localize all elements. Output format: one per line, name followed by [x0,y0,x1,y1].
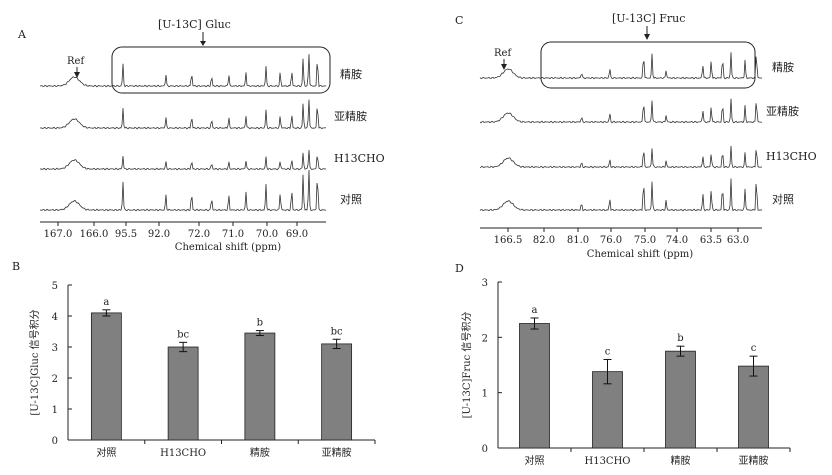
panel-a-x-tick-label: 72.0 [188,229,210,240]
panel-d-y-tick-label: 2 [482,333,488,344]
panel-c-x-tick-label: 63.5 [700,235,722,246]
panel-d: D 0 1 2 3 [U-13C]Fruc 信号积分 a 对照 c H13CHO b 精胺 c 亚精胺 [455,262,791,467]
panel-a-trace-3 [39,149,327,171]
panel-b-bar [244,332,276,441]
panel-d-y-tick-label: 3 [482,278,488,289]
panel-a-annotation: [U-13C] Gluc [158,18,231,31]
panel-c-x-tick-label: 76.0 [600,235,622,246]
panel-b-bar [90,312,122,441]
panel-c-ref-arrowhead [501,64,507,70]
panel-c-x-tick-label: 63.0 [727,235,749,246]
panel-d-bar [519,323,550,449]
panel-d-bar [738,365,769,449]
panel-a-trace-4-label: 对照 [340,192,362,206]
panel-c-trace-4-label: 对照 [772,192,794,206]
panel-d-category-label: 精胺 [671,454,691,467]
panel-c-trace-1-label: 精胺 [772,60,794,74]
panel-a-x-tick-label: 69.0 [286,229,308,240]
panel-a-trace-1 [40,54,327,88]
panel-a-x-tick-label: 95.5 [115,229,137,240]
panel-b-significance-letter: a [103,297,109,308]
panel-b-y-tick-label: 1 [52,405,58,416]
panel-b-significance-letter: b [257,318,263,329]
panel-c-trace-3-label: H13CHO [766,150,817,163]
panel-d-significance-letter: a [532,305,538,316]
panel-d-significance-letter: c [605,346,611,357]
panel-a-highlight-box [111,46,331,94]
panel-b-category-label: 亚精胺 [322,446,352,459]
panel-a-letter: A [17,28,27,41]
panel-b-y-tick-label: 2 [52,374,58,385]
panel-a-ref-arrowhead [74,72,80,78]
panel-a-x-tick-label: 167.0 [44,229,73,240]
panel-d-category-label: 对照 [525,454,545,467]
panel-a-x-tick-label: 71.0 [222,229,244,240]
panel-b-letter: B [12,260,20,273]
panel-c-trace-1 [479,52,763,80]
panel-c-x-tick-label: 75.0 [634,235,656,246]
panel-c-letter: C [455,14,463,27]
panel-c-highlight-box [540,41,756,89]
panel-a-trace-4 [39,169,327,212]
panel-d-significance-letter: c [751,343,757,354]
panel-a-trace-2-label: 亚精胺 [334,109,367,123]
panel-c-x-axis-label: Chemical shift (ppm) [587,249,693,260]
panel-b-bar [167,346,199,441]
panel-d-y-tick-label: 0 [482,444,488,455]
panel-b-y-tick-label: 0 [52,436,58,447]
panel-a-trace-2 [39,99,327,130]
panel-a-trace-1-label: 精胺 [340,67,362,81]
panel-a-trace-3-label: H13CHO [334,152,385,165]
panel-a-x-tick-label: 166.0 [80,229,109,240]
panel-b-category-label: 精胺 [250,446,270,459]
panel-b-y-tick-label: 4 [52,312,58,323]
panel-d-category-label: H13CHO [584,456,630,467]
panel-c-annotation-arrowhead [644,34,650,40]
panel-c-x-tick-label: 74.0 [666,235,688,246]
panel-a-x-tick-label: 70.0 [256,229,278,240]
panel-c-x-tick-label: 81.0 [567,235,589,246]
panel-b-significance-letter: bc [331,326,343,337]
panel-c: C [U-13C] Fruc Ref 精胺 亚精胺 H13CHO 对照 166.… [455,12,817,260]
panel-c-x-tick-label: 82.0 [533,235,555,246]
panel-b: B 0 1 2 3 4 5 [U-13C]Gluc 信号积分 a 对照 bc H13CHO b 精胺 bc… [12,260,376,459]
panel-c-trace-3 [479,145,763,169]
panel-a-ref-label: Ref [67,56,85,67]
panel-d-category-label: 亚精胺 [739,454,769,467]
panel-c-ref-label: Ref [494,48,512,59]
panel-d-y-tick-label: 1 [482,389,488,400]
panel-a-x-tick-label: 92.0 [148,229,170,240]
panel-c-trace-2-label: 亚精胺 [766,104,799,118]
panel-d-significance-letter: b [677,333,683,344]
panel-d-letter: D [455,262,464,275]
panel-c-trace-4 [479,178,763,212]
panel-c-annotation: [U-13C] Fruc [612,12,685,25]
panel-b-bar [321,343,353,441]
panel-b-y-tick-label: 3 [52,343,58,354]
panel-a-annotation-arrowhead [200,41,206,46]
panel-d-bar [665,350,696,449]
panel-b-category-label: H13CHO [160,448,206,459]
panel-b-y-axis-label: [U-13C]Gluc 信号积分 [29,309,41,415]
panel-d-bar [592,371,623,449]
panel-c-x-tick-label: 166.5 [494,235,523,246]
panel-c-trace-2 [479,98,763,124]
panel-b-y-tick-label: 5 [52,281,58,292]
panel-d-y-axis-label: [U-13C]Fruc 信号积分 [461,312,473,419]
panel-a: A [U-13C] Gluc Ref 精胺 亚精胺 H13CHO 对照 167.… [17,18,385,253]
panel-b-category-label: 对照 [96,446,116,459]
panel-a-x-axis-label: Chemical shift (ppm) [175,242,281,253]
panel-b-significance-letter: bc [177,329,189,340]
